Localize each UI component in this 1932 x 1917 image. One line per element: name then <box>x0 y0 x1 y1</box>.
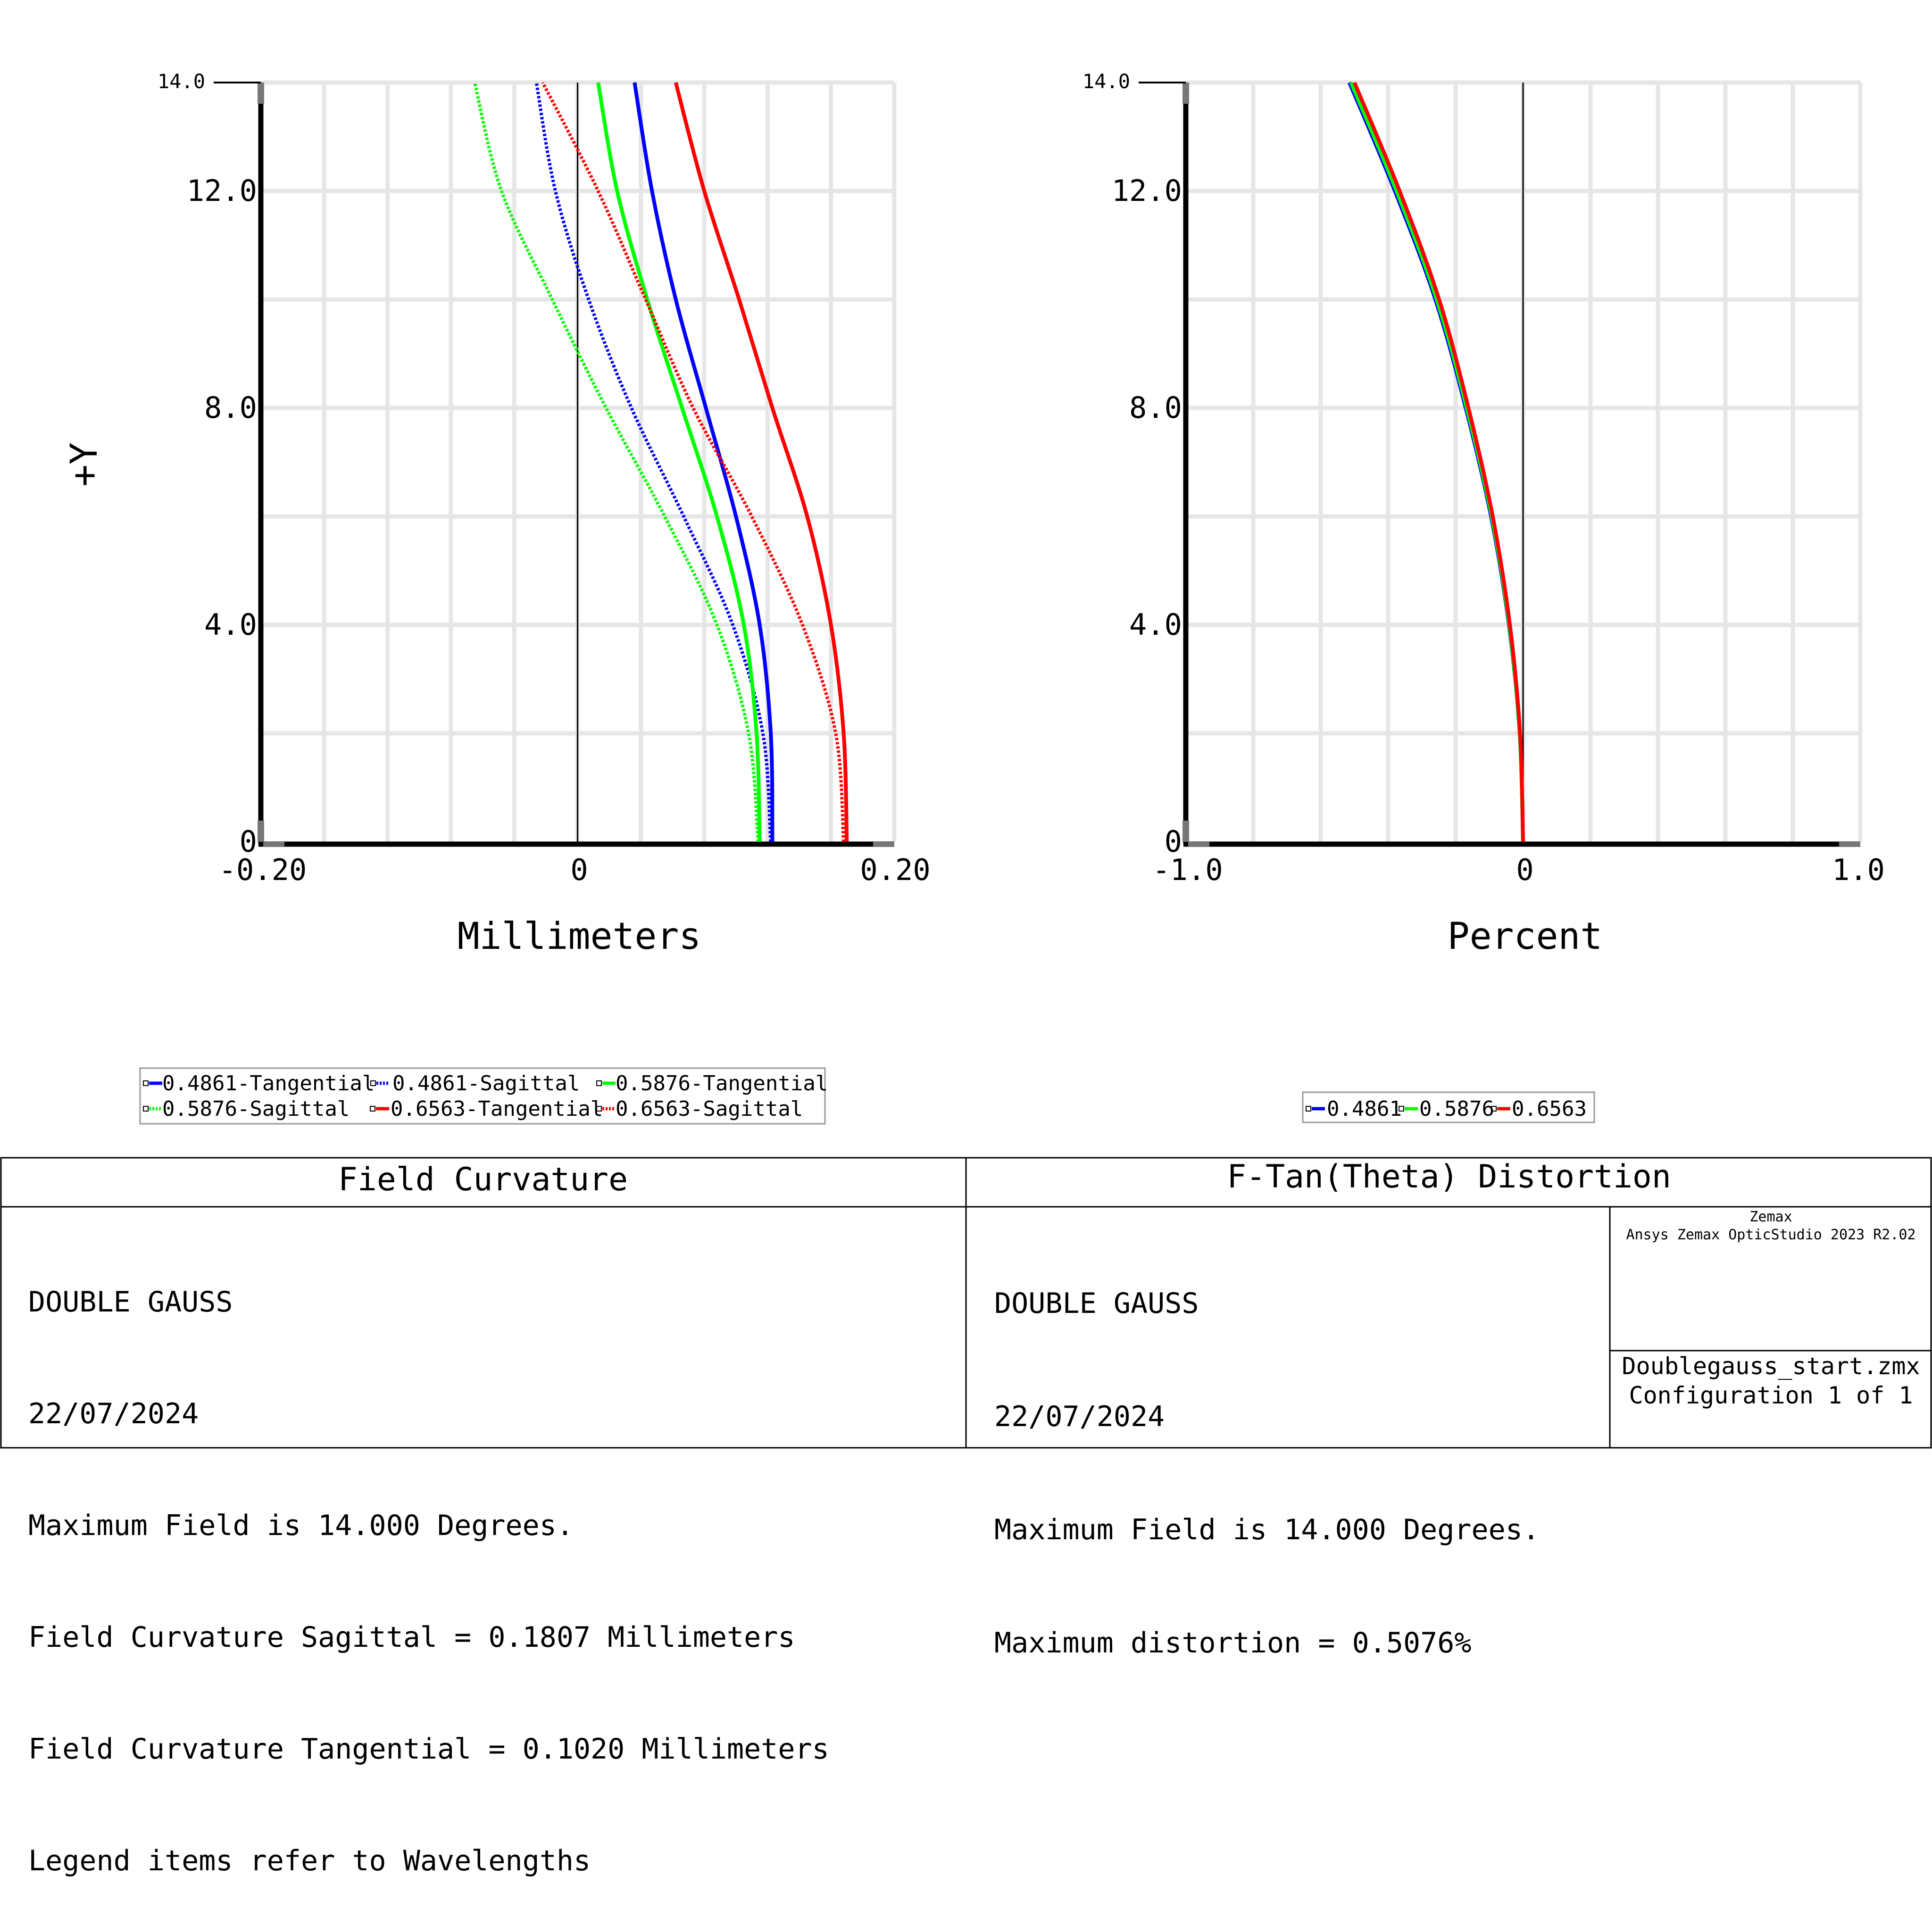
y-axis-label: +Y <box>63 442 106 487</box>
product-label: Ansys Zemax OpticStudio 2023 R2.02 <box>1626 1227 1916 1243</box>
info-line: Maximum distortion = 0.5076% <box>994 1627 1472 1660</box>
info-line: Field Curvature Tangential = 0.1020 Mill… <box>28 1733 829 1766</box>
y-tick-label: 14.0 <box>1083 70 1130 93</box>
series-line <box>534 82 773 842</box>
field-curvature-info: DOUBLE GAUSS 22/07/2024 Maximum Field is… <box>28 1209 829 1917</box>
info-line: Field Curvature Sagittal = 0.1807 Millim… <box>28 1621 795 1654</box>
legend-marker <box>596 1080 602 1086</box>
series-line <box>541 82 846 842</box>
info-line: Maximum Field is 14.000 Degrees. <box>28 1509 574 1542</box>
y-tick-label: 14.0 <box>158 70 205 93</box>
x-tick-label: -0.20 <box>219 853 307 887</box>
series-line <box>473 82 760 842</box>
legend-label: 0.5876-Tangential <box>616 1071 828 1095</box>
x-tick-label: 1.0 <box>1832 853 1885 887</box>
footer-frame <box>0 1157 1932 1449</box>
distortion-chart <box>1139 80 1863 847</box>
legend-label: 0.6563-Tangential <box>391 1097 603 1121</box>
legend-marker <box>143 1106 149 1112</box>
legend-marker <box>143 1080 149 1086</box>
brand-label: Zemax <box>1749 1209 1792 1225</box>
y-tick-label: 4.0 <box>204 607 257 642</box>
legend-label: 0.6563-Sagittal <box>616 1097 803 1121</box>
y-tick-label: 4.0 <box>1129 607 1182 642</box>
x-tick-label: 0 <box>570 853 588 887</box>
x-tick-label: 0.20 <box>860 853 930 887</box>
info-line: 22/07/2024 <box>994 1400 1165 1433</box>
x-axis-label: Millimeters <box>458 915 701 958</box>
info-line: DOUBLE GAUSS <box>994 1287 1199 1320</box>
series-line <box>674 82 849 842</box>
file-name: Doublegauss_start.zmx <box>1622 1353 1920 1380</box>
distortion-title: F-Tan(Theta) Distortion <box>1227 1158 1671 1195</box>
configuration-label: Configuration 1 of 1 <box>1629 1382 1913 1409</box>
legend-marker <box>370 1106 375 1112</box>
legend-label: 0.4861 <box>1327 1097 1402 1121</box>
y-tick-label: 12.0 <box>187 174 257 208</box>
x-axis-label: Percent <box>1448 915 1603 958</box>
legend-marker <box>1491 1106 1497 1112</box>
x-tick-label: -1.0 <box>1152 853 1223 887</box>
series-line <box>1348 82 1525 842</box>
y-tick-label: 0 <box>1165 824 1182 859</box>
info-line: 22/07/2024 <box>28 1397 199 1430</box>
field-curvature-title: Field Curvature <box>338 1161 628 1198</box>
x-tick-label: 0 <box>1516 853 1533 887</box>
legend-marker <box>596 1106 602 1112</box>
series-line <box>596 82 762 842</box>
y-tick-label: 12.0 <box>1112 174 1182 208</box>
legend-label: 0.4861-Sagittal <box>392 1071 580 1095</box>
legend-marker <box>370 1080 376 1086</box>
y-tick-label: 8.0 <box>204 390 257 425</box>
info-line: DOUBLE GAUSS <box>28 1286 233 1319</box>
y-tick-label: 0 <box>240 824 257 859</box>
field-curvature-chart <box>214 80 897 847</box>
legend-label: 0.5876-Sagittal <box>162 1097 350 1121</box>
legend-marker <box>1399 1106 1404 1112</box>
series-line <box>1352 82 1525 842</box>
legend-marker <box>1306 1106 1311 1112</box>
legend-label: 0.5876 <box>1419 1097 1494 1121</box>
legend-label: 0.6563 <box>1512 1097 1587 1121</box>
y-tick-label: 8.0 <box>1129 390 1182 425</box>
plots-canvas: +Y Millimeters -0.20 0 0.20 0 4.0 8.0 12… <box>0 70 1932 1449</box>
info-line: Maximum Field is 14.000 Degrees. <box>994 1513 1540 1546</box>
distortion-legend: 0.4861 0.5876 0.6563 <box>1302 1091 1595 1123</box>
distortion-info: DOUBLE GAUSS 22/07/2024 Maximum Field is… <box>994 1209 1540 1700</box>
legend-label: 0.4861-Tangential <box>162 1071 375 1095</box>
info-line: Legend items refer to Wavelengths <box>28 1844 591 1877</box>
field-curvature-legend: 0.4861-Tangential 0.4861-Sagittal 0.5876… <box>139 1067 828 1125</box>
series-line <box>1349 82 1525 842</box>
